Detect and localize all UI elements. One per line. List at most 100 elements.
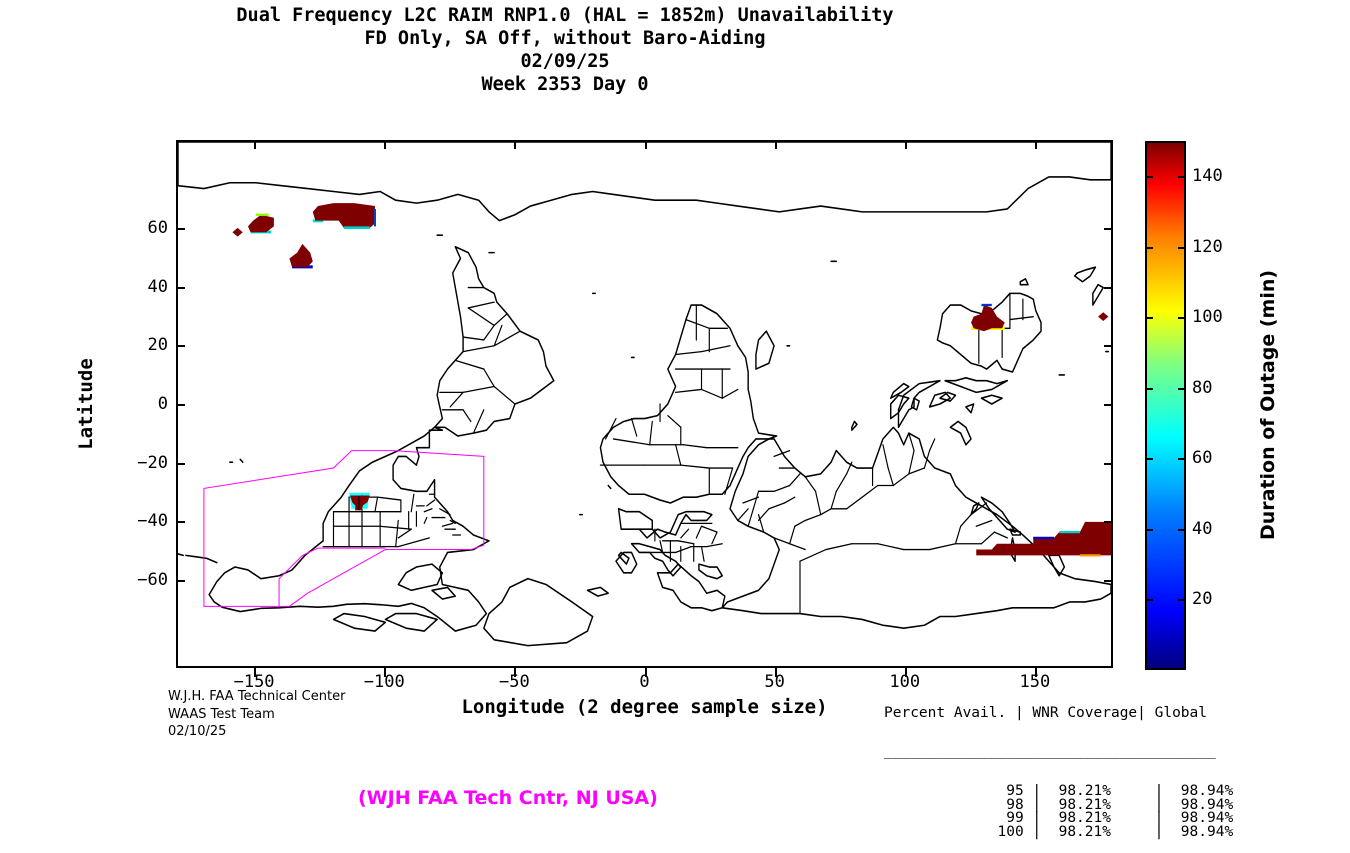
longitude-tick-mark xyxy=(254,140,257,149)
longitude-tick-mark xyxy=(644,140,647,149)
colorbar-tick-label: 60 xyxy=(1192,448,1213,469)
longitude-tick-labels: −150 −100 −50 0 50 100 150 xyxy=(0,672,1350,696)
x-axis-title: Longitude (2 degree sample size) xyxy=(461,696,828,718)
latitude-tick-mark xyxy=(1104,228,1113,230)
outage-patches xyxy=(232,203,1111,557)
longitude-tick-mark xyxy=(514,140,517,149)
wnr-coverage-label: (WJH FAA Tech Cntr, NJ USA) xyxy=(358,787,658,809)
title-line-1: Dual Frequency L2C RAIM RNP1.0 (HAL = 18… xyxy=(236,5,894,26)
latitude-tick-mark xyxy=(176,521,185,524)
colorbar-tick-mark xyxy=(1178,458,1186,461)
outage-patch-us-southwest xyxy=(349,492,370,511)
colorbar-tick-label: 20 xyxy=(1192,589,1213,610)
stats-rows: 95 | 98.21% | 98.94% 98 | 98.21% | 98.94… xyxy=(884,783,1234,840)
latitude-tick-label: 0 xyxy=(157,394,168,414)
latitude-tick-labels: 60 40 20 0 −20 −40 −60 xyxy=(96,140,168,668)
longitude-tick-label: 50 xyxy=(764,672,785,692)
longitude-tick-mark xyxy=(774,668,777,677)
latitude-tick-mark xyxy=(1104,580,1113,582)
latitude-tick-mark xyxy=(176,462,185,465)
wnr-coverage-polygon xyxy=(204,451,484,607)
stats-header: Percent Avail. | WNR Coverage| Global xyxy=(884,705,1208,721)
outage-patch-east-of-nz xyxy=(1098,312,1109,322)
latitude-tick-mark xyxy=(1104,286,1113,289)
latitude-tick-mark xyxy=(176,286,185,289)
stats-row: 95 | 98.21% | 98.94% xyxy=(884,783,1234,799)
latitude-tick-mark xyxy=(176,580,185,582)
colorbar-tick-mark xyxy=(1145,528,1153,531)
colorbar-tick-mark xyxy=(1145,317,1153,320)
longitude-tick-label: 0 xyxy=(639,672,650,692)
longitude-tick-mark xyxy=(1034,668,1037,677)
colorbar-tick-mark xyxy=(1178,599,1186,602)
latitude-tick-label: −60 xyxy=(137,570,168,590)
colorbar-tick-label: 80 xyxy=(1192,377,1213,398)
latitude-tick-mark xyxy=(1104,521,1113,524)
footer-attribution: W.J.H. FAA Technical Center WAAS Test Te… xyxy=(168,688,345,741)
latitude-tick-mark xyxy=(176,345,185,348)
latitude-tick-label: −40 xyxy=(137,511,168,532)
colorbar-title: Duration of Outage (min) xyxy=(1257,269,1279,541)
longitude-tick-label: −100 xyxy=(363,672,405,692)
longitude-tick-label: −50 xyxy=(499,672,530,692)
latitude-tick-mark xyxy=(176,228,185,230)
wnr-coverage-inner-edge xyxy=(279,548,385,606)
latitude-tick-label: 60 xyxy=(147,218,168,238)
title-line-2: FD Only, SA Off, without Baro-Aiding xyxy=(364,28,766,49)
footer-line-3: 02/10/25 xyxy=(168,724,227,739)
outage-patch-northeast-asia xyxy=(976,521,1111,557)
outage-patch-bellingshausen xyxy=(247,213,274,234)
latitude-tick-label: −20 xyxy=(137,452,168,473)
latitude-tick-mark xyxy=(1104,404,1113,406)
longitude-tick-mark xyxy=(384,140,387,149)
colorbar-tick-mark xyxy=(1178,528,1186,531)
colorbar-tick-label: 40 xyxy=(1192,518,1213,539)
y-axis-title: Latitude xyxy=(75,358,97,450)
longitude-tick-mark xyxy=(384,668,387,677)
colorbar-tick-label: 140 xyxy=(1192,166,1223,187)
colorbar-gradient xyxy=(1145,141,1186,670)
colorbar-wrapper xyxy=(1145,141,1186,670)
colorbar-tick-mark xyxy=(1178,387,1186,390)
longitude-tick-mark xyxy=(904,668,907,677)
colorbar-tick-mark xyxy=(1145,246,1153,249)
latitude-tick-mark xyxy=(1104,462,1113,465)
latitude-tick-label: 20 xyxy=(147,335,168,356)
longitude-tick-mark xyxy=(514,668,517,677)
world-map xyxy=(178,142,1111,647)
longitude-tick-label: 150 xyxy=(1019,672,1051,692)
colorbar-tick-label: 100 xyxy=(1192,307,1223,328)
longitude-tick-label: 100 xyxy=(889,672,921,692)
longitude-tick-mark xyxy=(644,668,647,677)
colorbar-tick-mark xyxy=(1145,387,1153,390)
stats-row: 98 | 98.21% | 98.94% xyxy=(884,796,1234,813)
stats-header-rule: ______________________________________ xyxy=(884,742,1216,759)
colorbar-tick-mark xyxy=(1178,246,1186,249)
outage-patch-south-australia xyxy=(971,303,1005,332)
outage-patch-southern-ocean-cell xyxy=(232,227,243,237)
outage-patch-antarctic-peninsula xyxy=(312,203,377,230)
coverage-stats-table: Percent Avail. | WNR Coverage| Global __… xyxy=(884,680,1233,853)
colorbar-tick-mark xyxy=(1145,176,1153,179)
map-coastlines xyxy=(178,142,1111,647)
longitude-tick-mark xyxy=(904,140,907,149)
stats-row: 100 | 98.21% | 98.94% xyxy=(884,823,1234,840)
stats-row: 99 | 98.21% | 98.94% xyxy=(884,810,1234,826)
latitude-tick-label: 40 xyxy=(147,276,168,297)
longitude-tick-mark xyxy=(774,140,777,149)
footer-line-2: WAAS Test Team xyxy=(168,706,275,722)
colorbar-tick-mark xyxy=(1145,458,1153,461)
latitude-tick-mark xyxy=(176,404,185,406)
longitude-tick-mark xyxy=(254,668,257,677)
colorbar-tick-mark xyxy=(1145,599,1153,602)
colorbar-tick-mark xyxy=(1178,176,1186,179)
chart-title-block: Dual Frequency L2C RAIM RNP1.0 (HAL = 18… xyxy=(0,4,1130,96)
longitude-tick-label: −150 xyxy=(233,672,275,692)
colorbar-tick-mark xyxy=(1178,317,1186,320)
outage-patch-south-pacific xyxy=(289,243,313,269)
map-plot-area: (WJH FAA Tech Cntr, NJ USA) xyxy=(176,140,1113,809)
colorbar-tick-label: 120 xyxy=(1192,236,1223,257)
longitude-tick-mark xyxy=(1034,140,1037,149)
latitude-tick-mark xyxy=(1104,345,1113,348)
title-line-3: 02/09/25 xyxy=(520,51,610,72)
